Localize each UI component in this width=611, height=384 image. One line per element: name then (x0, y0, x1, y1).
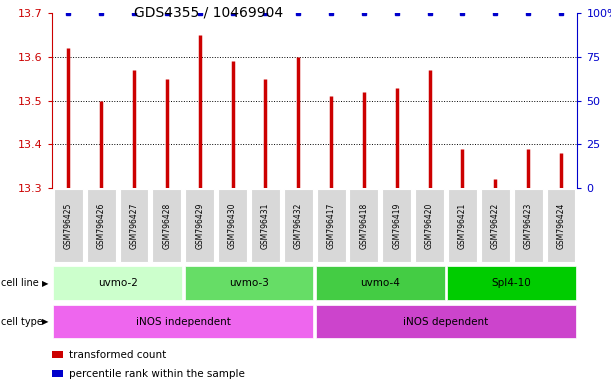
Text: GSM796425: GSM796425 (64, 202, 73, 249)
FancyBboxPatch shape (152, 189, 181, 262)
Text: GSM796432: GSM796432 (294, 202, 302, 249)
FancyBboxPatch shape (415, 189, 444, 262)
Text: ▶: ▶ (42, 317, 49, 326)
Text: GSM796422: GSM796422 (491, 202, 500, 249)
Text: GSM796417: GSM796417 (327, 202, 335, 249)
Text: GSM796421: GSM796421 (458, 202, 467, 249)
Text: GSM796431: GSM796431 (261, 202, 270, 249)
FancyBboxPatch shape (218, 189, 247, 262)
Text: GSM796418: GSM796418 (359, 202, 368, 249)
FancyBboxPatch shape (120, 189, 148, 262)
Text: GDS4355 / 10469904: GDS4355 / 10469904 (134, 6, 284, 20)
Text: ▶: ▶ (42, 279, 49, 288)
Text: GSM796420: GSM796420 (425, 202, 434, 249)
Text: GSM796430: GSM796430 (228, 202, 237, 249)
FancyBboxPatch shape (54, 189, 83, 262)
FancyBboxPatch shape (546, 189, 576, 262)
FancyBboxPatch shape (316, 189, 346, 262)
FancyBboxPatch shape (316, 305, 576, 338)
Text: cell type: cell type (1, 316, 43, 327)
Text: GSM796428: GSM796428 (163, 202, 171, 249)
FancyBboxPatch shape (447, 266, 576, 300)
Text: GSM796426: GSM796426 (97, 202, 106, 249)
FancyBboxPatch shape (316, 266, 445, 300)
Text: cell line: cell line (1, 278, 39, 288)
FancyBboxPatch shape (251, 189, 280, 262)
FancyBboxPatch shape (448, 189, 477, 262)
Text: Spl4-10: Spl4-10 (492, 278, 532, 288)
Text: GSM796427: GSM796427 (130, 202, 139, 249)
Text: iNOS independent: iNOS independent (136, 316, 231, 327)
Text: uvmo-4: uvmo-4 (360, 278, 400, 288)
FancyBboxPatch shape (185, 189, 214, 262)
FancyBboxPatch shape (382, 189, 411, 262)
Text: transformed count: transformed count (69, 350, 166, 360)
FancyBboxPatch shape (185, 266, 313, 300)
FancyBboxPatch shape (87, 189, 115, 262)
FancyBboxPatch shape (284, 189, 313, 262)
FancyBboxPatch shape (481, 189, 510, 262)
FancyBboxPatch shape (514, 189, 543, 262)
Text: uvmo-2: uvmo-2 (98, 278, 137, 288)
FancyBboxPatch shape (53, 266, 182, 300)
Text: GSM796424: GSM796424 (557, 202, 565, 249)
Text: uvmo-3: uvmo-3 (229, 278, 269, 288)
Text: GSM796423: GSM796423 (524, 202, 533, 249)
Text: GSM796429: GSM796429 (196, 202, 204, 249)
FancyBboxPatch shape (53, 305, 313, 338)
Text: percentile rank within the sample: percentile rank within the sample (69, 369, 245, 379)
Text: GSM796419: GSM796419 (392, 202, 401, 249)
Text: iNOS dependent: iNOS dependent (403, 316, 489, 327)
FancyBboxPatch shape (349, 189, 378, 262)
